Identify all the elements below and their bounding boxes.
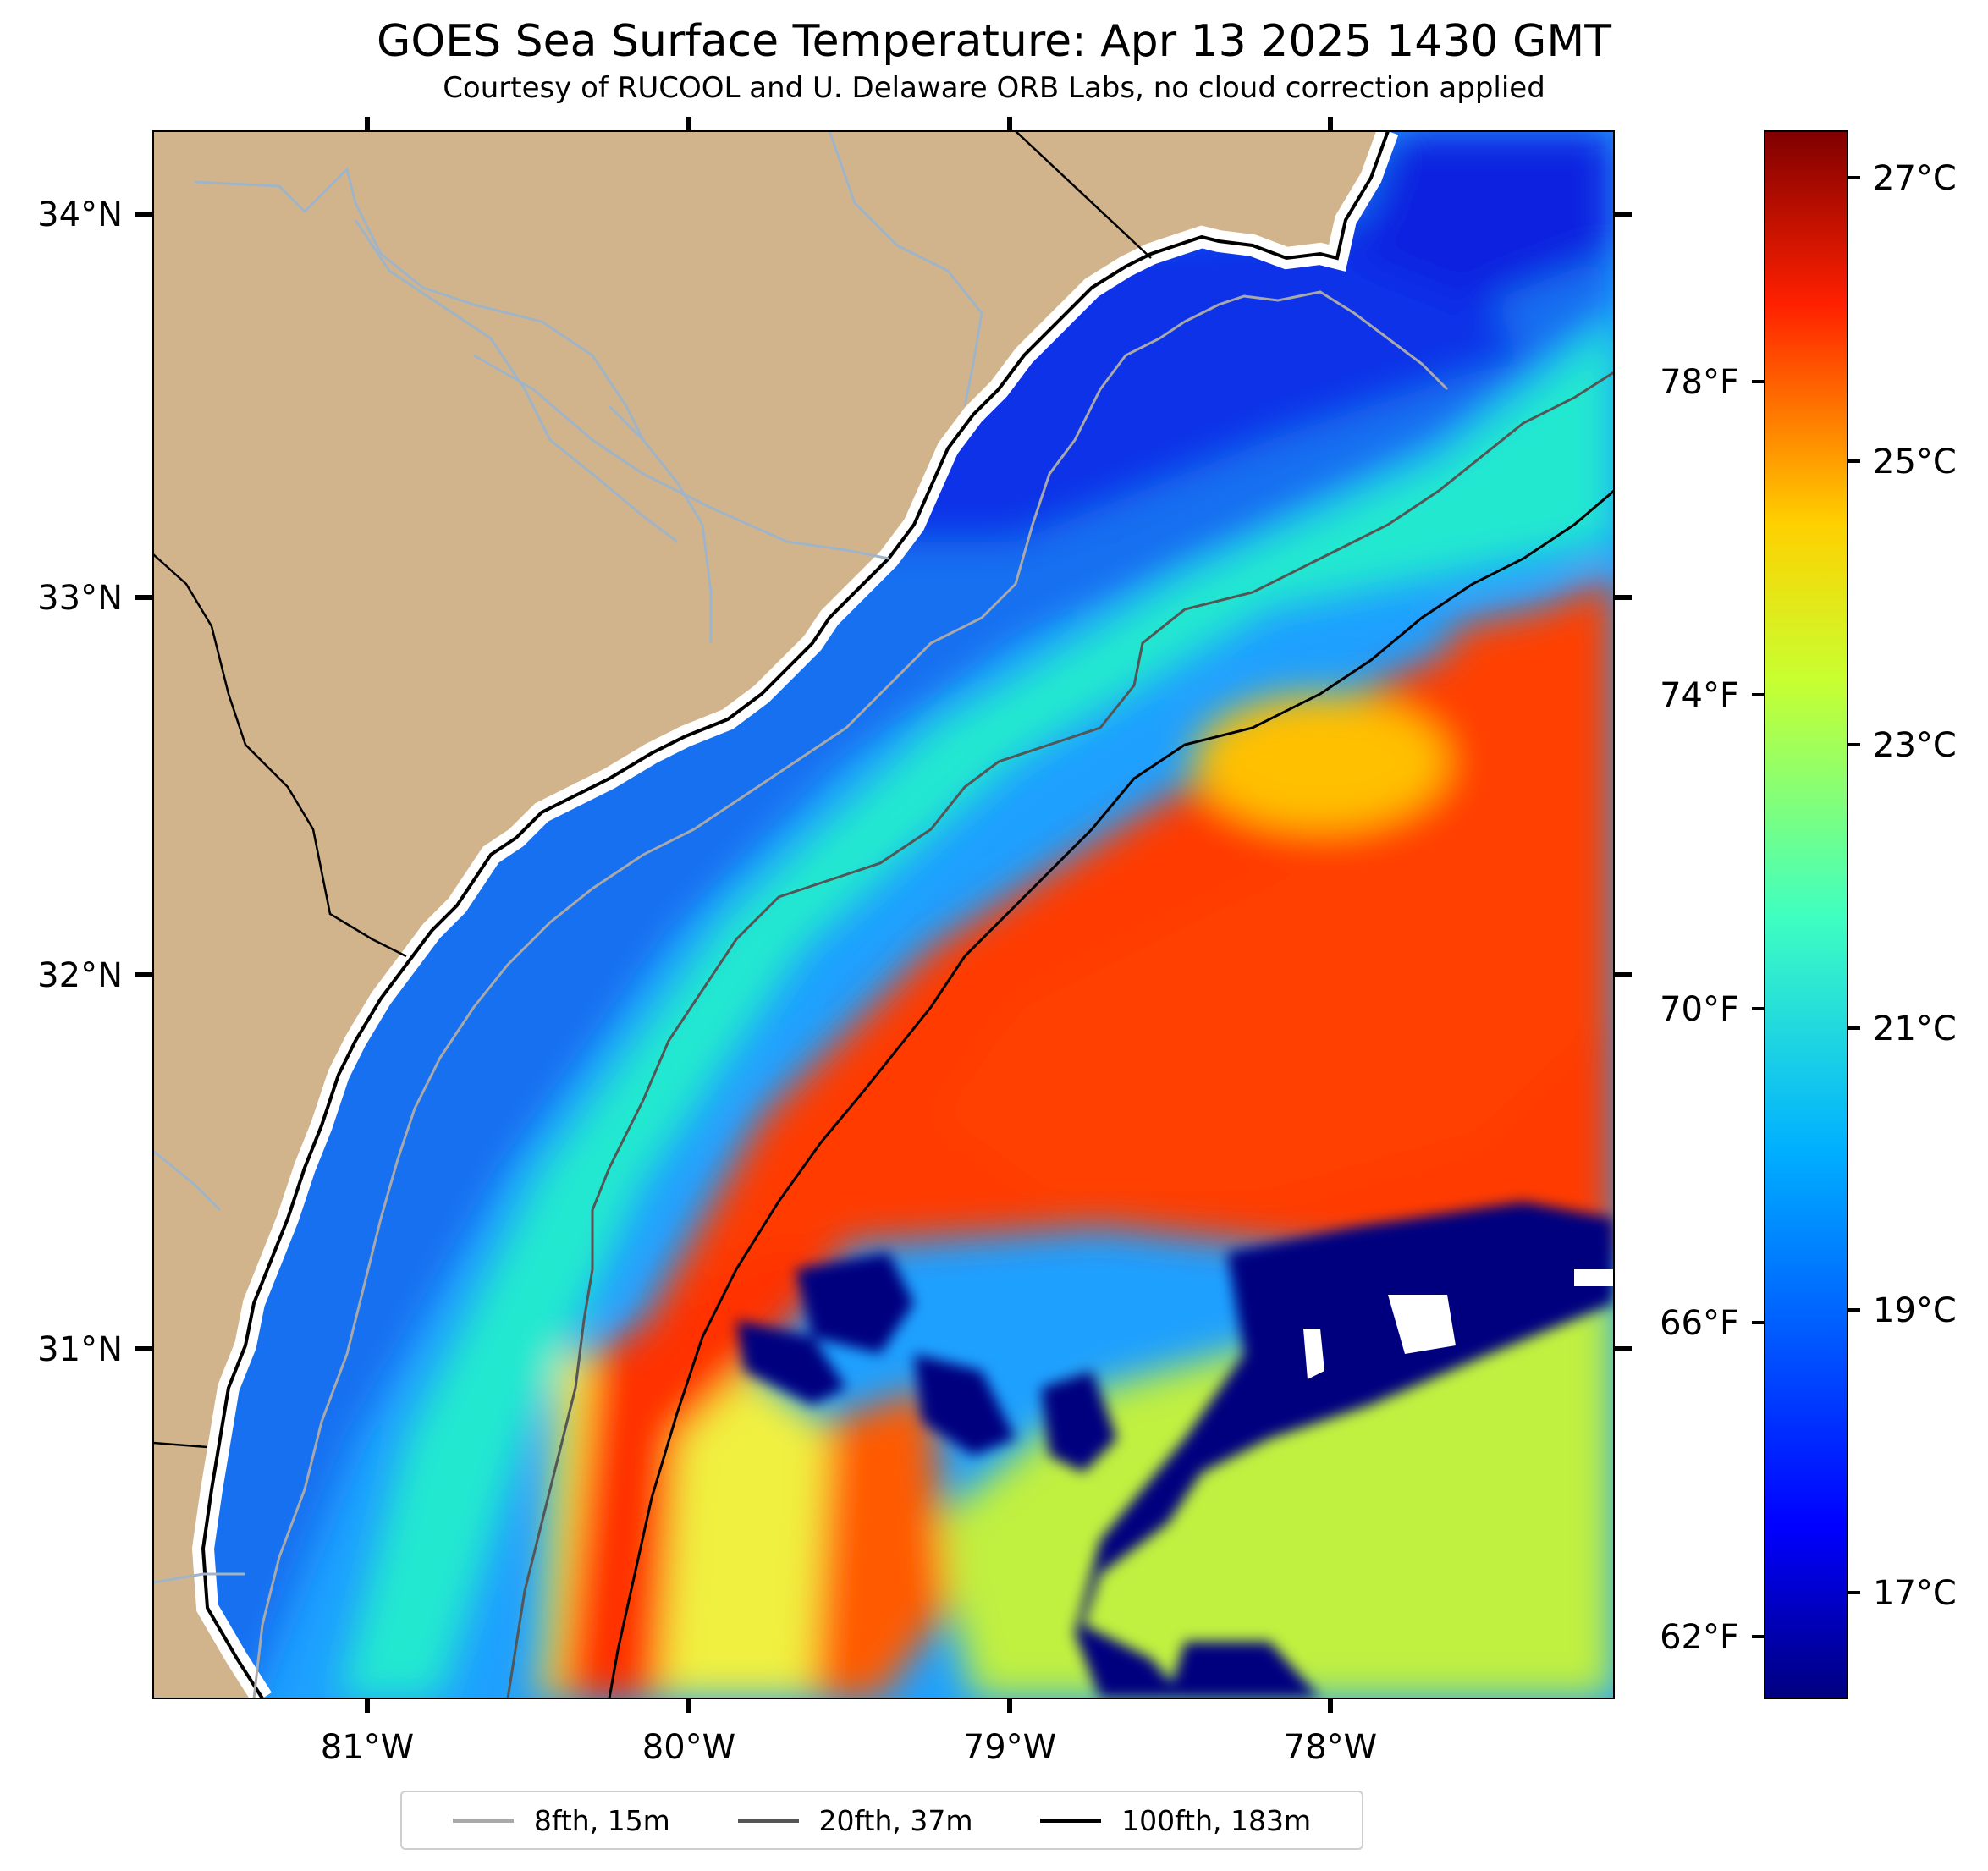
legend-label: 8fth, 15m [533,1803,670,1837]
legend-label: 20fth, 37m [818,1803,973,1837]
colorbar-c-label: 17°C [1873,1574,1957,1613]
colorbar [1764,130,1848,1699]
lon-label: 78°W [1284,1728,1377,1767]
colorbar-c-label: 21°C [1873,1010,1957,1048]
legend-swatch [1040,1818,1102,1823]
map-ticks [135,117,1632,1713]
colorbar-f-label: 66°F [1660,1304,1739,1343]
isobath-8fth [252,290,1449,1698]
legend-swatch [452,1818,514,1823]
colorbar-ticks [1752,176,1860,1638]
state-borders [153,131,1152,1449]
lat-label: 33°N [37,579,123,618]
colorbar-f-label: 78°F [1660,363,1739,402]
colorbar-f-label: 70°F [1660,990,1739,1029]
legend-label: 100fth, 183m [1121,1803,1312,1837]
no-data-patch [1303,1329,1324,1379]
map-frame [152,130,1615,1699]
land-mass [153,131,1388,1698]
colorbar-c-label: 27°C [1873,159,1957,198]
no-data-patch [1388,1295,1456,1354]
colorbar-c-label: 19°C [1873,1291,1957,1330]
legend-swatch [737,1818,799,1823]
legend-item-20fth: 20fth, 37m [737,1803,973,1837]
colorbar-c-label: 25°C [1873,443,1957,482]
lon-label: 79°W [963,1728,1056,1767]
map-title: GOES Sea Surface Temperature: Apr 13 202… [377,16,1611,67]
lon-label: 80°W [642,1728,735,1767]
cloud-cold-patches [736,1202,1614,1698]
map-panel [153,131,1614,1698]
rivers [153,131,983,1584]
isobath-20fth [506,371,1614,1698]
lat-label: 32°N [37,956,123,995]
coastline [201,131,1390,1698]
lat-label: 34°N [37,195,123,234]
colorbar-c-label: 23°C [1873,726,1957,765]
map-subtitle: Courtesy of RUCOOL and U. Delaware ORB L… [443,71,1545,105]
lat-label: 31°N [37,1330,123,1369]
legend-item-100fth: 100fth, 183m [1040,1804,1311,1837]
isobath-100fth [608,489,1614,1698]
colorbar-f-label: 74°F [1660,676,1739,715]
legend-item-8fth: 8fth, 15m [452,1803,670,1837]
no-data-patch [1574,1269,1614,1286]
isobath-legend: 8fth, 15m 20fth, 37m 100fth, 183m [400,1791,1363,1850]
lon-label: 81°W [321,1728,414,1767]
colorbar-f-label: 62°F [1660,1618,1739,1657]
